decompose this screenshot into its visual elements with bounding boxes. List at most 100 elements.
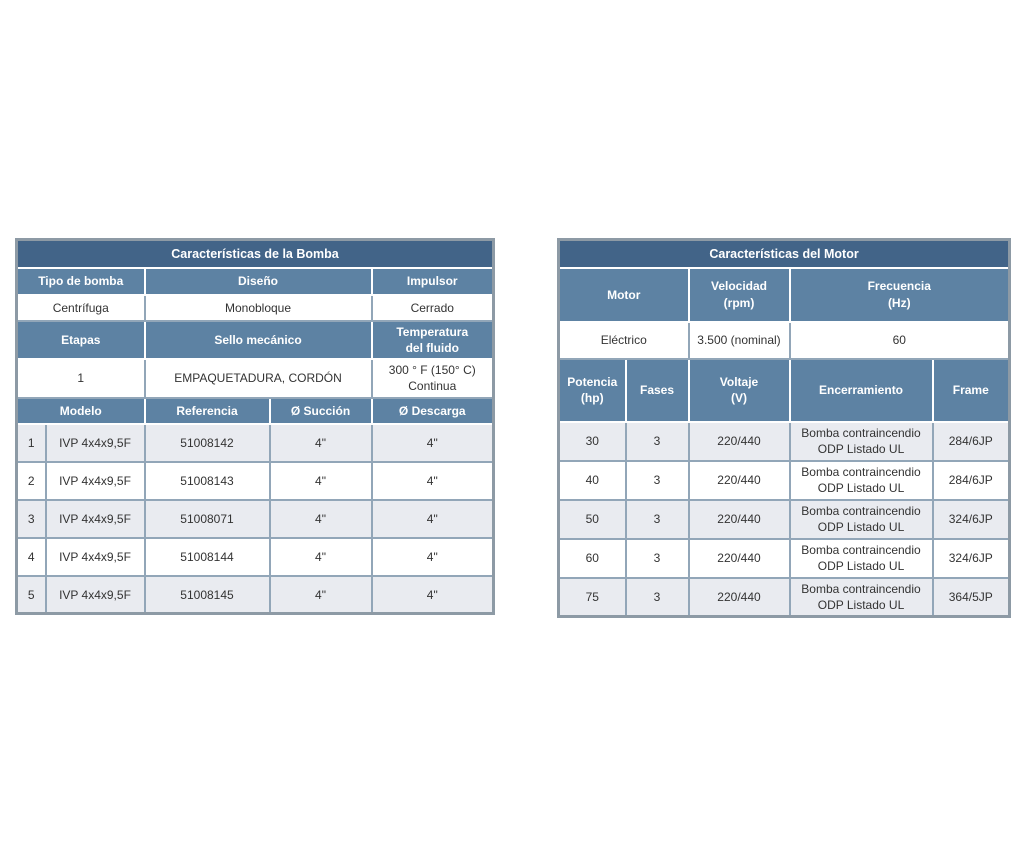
- value-line: ODP Listado UL: [817, 481, 905, 495]
- pump-row-num: 3: [15, 498, 47, 539]
- motor-row-fases: 3: [624, 459, 690, 501]
- pump-header-tipo-de-bomba: Tipo de bomba: [15, 266, 146, 296]
- pump-row-num: 5: [15, 574, 47, 615]
- pump-value-tipo-de-bomba: Centrífuga: [15, 293, 146, 322]
- pump-row-referencia: 51008071: [143, 498, 271, 539]
- motor-characteristics-table: Características del Motor Motor Velocida…: [557, 238, 1012, 618]
- motor-row-voltaje: 220/440: [687, 498, 791, 540]
- motor-header-voltaje: Voltaje (V): [687, 357, 791, 423]
- motor-row-potencia: 40: [557, 459, 627, 501]
- pump-row-succion: 4": [268, 536, 373, 577]
- motor-header-frecuencia: Frecuencia (Hz): [788, 266, 1011, 323]
- pump-row-modelo: IVP 4x4x9,5F: [44, 460, 146, 501]
- pump-value-temperatura-fluido: 300 ° F (150° C) Continua: [370, 357, 495, 399]
- pump-row-descarga: 4": [370, 574, 495, 615]
- header-line: Voltaje: [719, 374, 759, 389]
- pump-row-referencia: 51008145: [143, 574, 271, 615]
- motor-row-frame: 284/6JP: [931, 420, 1011, 462]
- pump-row-referencia: 51008142: [143, 422, 271, 463]
- value-line: ODP Listado UL: [817, 520, 905, 534]
- motor-header-velocidad: Velocidad (rpm): [687, 266, 791, 323]
- pump-row-succion: 4": [268, 498, 373, 539]
- motor-header-potencia: Potencia (hp): [557, 357, 627, 423]
- value-line: Bomba contraincendio: [801, 425, 921, 440]
- table-row: 1 IVP 4x4x9,5F 51008142 4" 4": [15, 422, 495, 463]
- motor-row-frame: 324/6JP: [931, 537, 1011, 579]
- motor-row-voltaje: 220/440: [687, 420, 791, 462]
- pump-row-descarga: 4": [370, 536, 495, 577]
- pump-row-descarga: 4": [370, 498, 495, 539]
- pump-value-impulsor: Cerrado: [370, 293, 495, 322]
- pump-characteristics-table: Características de la Bomba Tipo de bomb…: [15, 238, 496, 616]
- motor-row-potencia: 30: [557, 420, 627, 462]
- table-row: 75 3 220/440 Bomba contraincendio ODP Li…: [557, 576, 1011, 618]
- motor-row-potencia: 50: [557, 498, 627, 540]
- motor-row-voltaje: 220/440: [687, 459, 791, 501]
- value-line: Bomba contraincendio: [801, 581, 921, 596]
- value-line: Bomba contraincendio: [801, 503, 921, 518]
- motor-row-fases: 3: [624, 420, 690, 462]
- motor-header-encerramiento: Encerramiento: [788, 357, 934, 423]
- motor-row-encerramiento: Bomba contraincendio ODP Listado UL: [788, 420, 934, 462]
- table-row: Motor Velocidad (rpm) Frecuencia (Hz): [557, 266, 1011, 323]
- motor-table-title: Características del Motor: [557, 238, 1011, 269]
- pump-row-succion: 4": [268, 460, 373, 501]
- header-line: Temperatura: [396, 324, 469, 339]
- motor-row-fases: 3: [624, 498, 690, 540]
- header-line: Velocidad: [710, 279, 768, 294]
- table-row: 4 IVP 4x4x9,5F 51008144 4" 4": [15, 536, 495, 577]
- value-line: Bomba contraincendio: [801, 464, 921, 479]
- table-row: 3 IVP 4x4x9,5F 51008071 4" 4": [15, 498, 495, 539]
- motor-row-frame: 324/6JP: [931, 498, 1011, 540]
- header-line: Frecuencia: [867, 279, 931, 294]
- motor-value-motor: Eléctrico: [557, 320, 690, 360]
- value-line: ODP Listado UL: [817, 559, 905, 573]
- value-line: Bomba contraincendio: [801, 542, 921, 557]
- pump-row-descarga: 4": [370, 422, 495, 463]
- value-line: ODP Listado UL: [817, 597, 905, 612]
- header-line: (Hz): [887, 295, 911, 310]
- pump-table-title: Características de la Bomba: [15, 238, 495, 269]
- pump-header-succion: Ø Succión: [268, 396, 373, 425]
- table-row: Centrífuga Monobloque Cerrado: [15, 293, 495, 322]
- table-row: 50 3 220/440 Bomba contraincendio ODP Li…: [557, 498, 1011, 540]
- pump-row-modelo: IVP 4x4x9,5F: [44, 498, 146, 539]
- table-row: Etapas Sello mecánico Temperatura del fl…: [15, 319, 495, 360]
- header-line: del fluido: [405, 340, 459, 355]
- motor-header-fases: Fases: [624, 357, 690, 423]
- motor-row-potencia: 75: [557, 576, 627, 618]
- pump-row-succion: 4": [268, 574, 373, 615]
- table-row: Características del Motor: [557, 238, 1011, 269]
- value-line: Continua: [408, 379, 457, 394]
- table-row: Modelo Referencia Ø Succión Ø Descarga: [15, 396, 495, 425]
- pump-row-modelo: IVP 4x4x9,5F: [44, 574, 146, 615]
- motor-row-encerramiento: Bomba contraincendio ODP Listado UL: [788, 576, 934, 618]
- pump-row-referencia: 51008143: [143, 460, 271, 501]
- table-row: Eléctrico 3.500 (nominal) 60: [557, 320, 1011, 360]
- pump-row-modelo: IVP 4x4x9,5F: [44, 422, 146, 463]
- table-row: Tipo de bomba Diseño Impulsor: [15, 266, 495, 296]
- header-line: (rpm): [723, 295, 755, 310]
- header-line: (hp): [580, 391, 604, 405]
- table-row: 60 3 220/440 Bomba contraincendio ODP Li…: [557, 537, 1011, 579]
- pump-header-referencia: Referencia: [143, 396, 271, 425]
- pump-row-succion: 4": [268, 422, 373, 463]
- motor-row-encerramiento: Bomba contraincendio ODP Listado UL: [788, 459, 934, 501]
- pump-value-sello-mecanico: EMPAQUETADURA, CORDÓN: [143, 357, 373, 399]
- motor-row-frame: 284/6JP: [931, 459, 1011, 501]
- motor-value-velocidad: 3.500 (nominal): [687, 320, 791, 360]
- pump-header-etapas: Etapas: [15, 319, 146, 360]
- pump-header-impulsor: Impulsor: [370, 266, 495, 296]
- pump-value-etapas: 1: [15, 357, 146, 399]
- pump-header-descarga: Ø Descarga: [370, 396, 495, 425]
- table-row: 1 EMPAQUETADURA, CORDÓN 300 ° F (150° C)…: [15, 357, 495, 399]
- header-line: (V): [731, 391, 747, 405]
- pump-row-num: 2: [15, 460, 47, 501]
- header-line: Potencia: [567, 374, 618, 389]
- motor-row-encerramiento: Bomba contraincendio ODP Listado UL: [788, 537, 934, 579]
- motor-row-fases: 3: [624, 537, 690, 579]
- pump-header-sello-mecanico: Sello mecánico: [143, 319, 373, 360]
- table-row: 2 IVP 4x4x9,5F 51008143 4" 4": [15, 460, 495, 501]
- pump-row-num: 1: [15, 422, 47, 463]
- motor-header-frame: Frame: [931, 357, 1011, 423]
